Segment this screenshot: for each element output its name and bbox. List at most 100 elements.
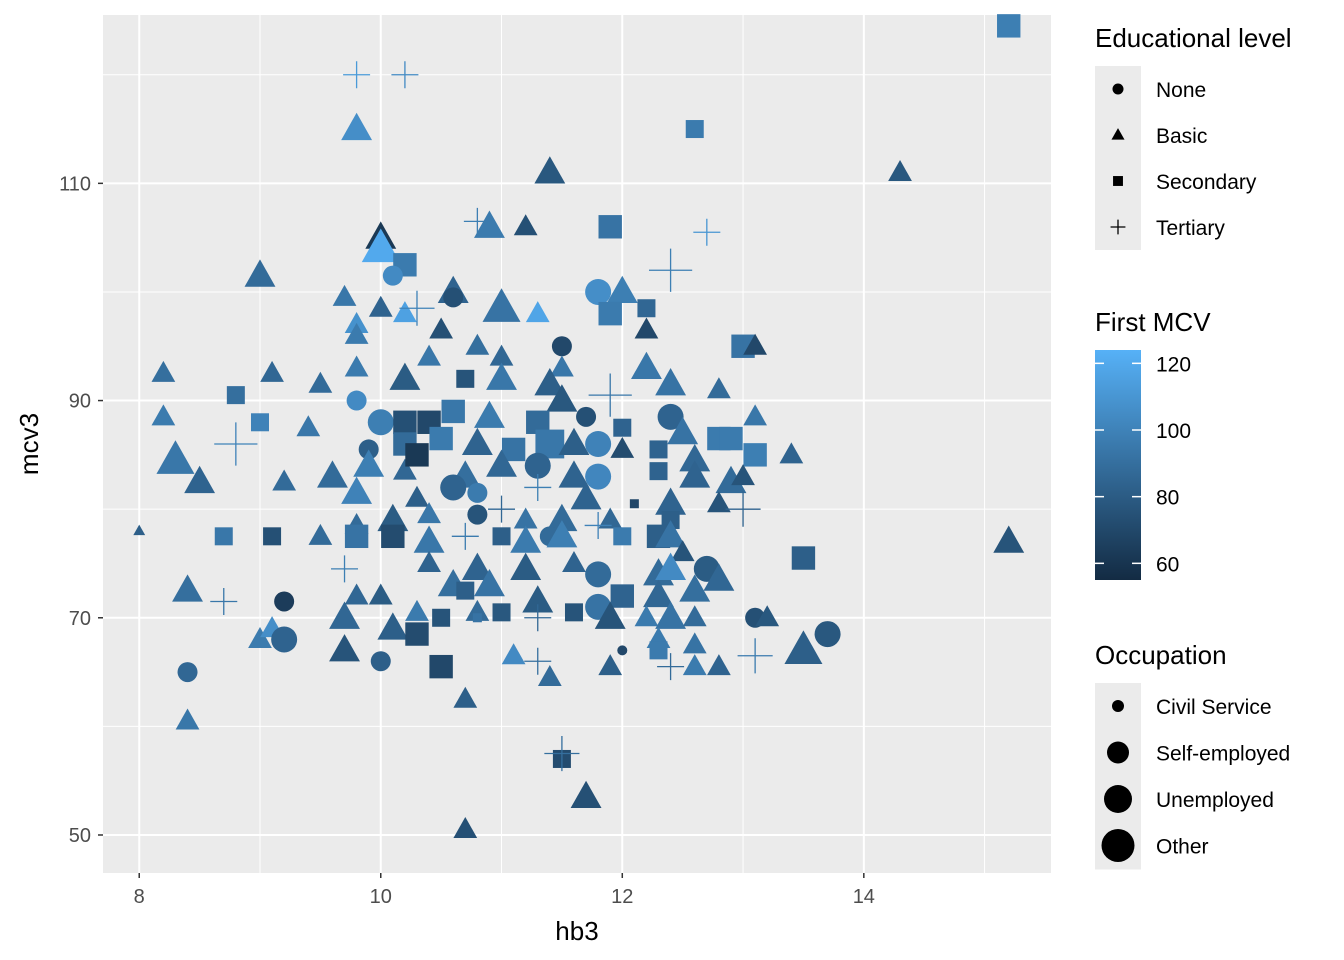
data-point	[655, 368, 687, 396]
data-point	[584, 511, 612, 539]
data-point	[737, 638, 773, 674]
data-point	[524, 452, 551, 479]
data-point	[331, 555, 359, 583]
data-point	[429, 317, 454, 339]
legend-educational-level: Educational level None Basic Secondary Tert…	[1095, 23, 1292, 250]
legend-key-square	[1113, 176, 1123, 186]
data-point	[260, 360, 284, 382]
x-tick-label: 8	[134, 886, 145, 908]
data-point	[510, 525, 542, 553]
data-point	[358, 439, 379, 460]
color-bar-label: 100	[1156, 420, 1191, 443]
data-point	[377, 612, 409, 640]
data-point	[456, 369, 475, 388]
data-point	[344, 322, 369, 344]
data-point	[456, 581, 475, 600]
data-point	[513, 214, 538, 236]
data-point	[405, 622, 429, 646]
data-point	[172, 574, 203, 602]
data-point	[588, 373, 632, 417]
data-point	[526, 410, 550, 434]
x-tick-label: 12	[611, 886, 633, 908]
data-point	[524, 473, 552, 501]
data-point	[637, 299, 656, 318]
legend-key-circle	[1112, 83, 1124, 95]
data-point	[453, 686, 478, 708]
data-point	[214, 422, 258, 466]
legend-label-occupation: Other	[1156, 836, 1209, 859]
color-bar-label: 60	[1156, 553, 1179, 576]
data-point	[631, 351, 662, 380]
legend-key-circle	[1112, 700, 1124, 712]
data-point	[274, 591, 295, 612]
data-point	[467, 482, 488, 503]
data-point	[441, 399, 465, 424]
data-point	[634, 317, 659, 339]
data-point	[715, 465, 747, 494]
data-point	[429, 654, 453, 679]
data-point	[888, 159, 912, 181]
y-axis-title: mcv3	[14, 413, 44, 475]
data-point	[329, 601, 360, 629]
data-point	[524, 647, 552, 675]
data-point	[682, 632, 707, 654]
legend-key-circle	[1101, 829, 1135, 862]
data-point	[461, 552, 493, 580]
data-point	[482, 288, 521, 322]
data-point	[413, 525, 445, 553]
data-point	[296, 415, 321, 437]
data-point	[784, 630, 823, 664]
data-point	[214, 527, 233, 546]
data-point	[465, 333, 490, 355]
color-bar	[1095, 350, 1141, 580]
data-point	[184, 465, 216, 494]
legend-first-mcv: First MCV 60 80 100 120	[1095, 307, 1211, 580]
data-point	[263, 527, 282, 546]
data-point	[679, 460, 711, 488]
data-point	[492, 603, 511, 622]
y-tick-label: 110	[59, 173, 91, 195]
data-point	[598, 215, 622, 239]
data-point	[417, 550, 441, 572]
data-point	[377, 503, 409, 532]
data-point	[779, 442, 804, 464]
data-point	[501, 437, 526, 462]
legend-label-occupation: Unemployed	[1156, 789, 1274, 812]
data-point	[643, 579, 674, 608]
data-point	[755, 605, 780, 627]
data-point	[472, 613, 482, 623]
data-point	[344, 355, 369, 377]
data-point	[382, 265, 403, 286]
data-point	[743, 443, 767, 467]
legend-key-circle	[1104, 785, 1132, 813]
legend-label-educational-level: Basic	[1156, 125, 1207, 148]
data-point	[707, 377, 731, 399]
data-point	[272, 469, 297, 491]
data-point	[610, 584, 634, 608]
data-point	[248, 626, 272, 648]
data-point	[814, 621, 841, 648]
data-point	[558, 427, 590, 456]
data-point	[405, 485, 429, 507]
data-point	[558, 460, 590, 488]
legend-occupation: Occupation Civil Service Self-employed Une…	[1095, 640, 1290, 870]
data-point	[731, 464, 755, 486]
data-point	[344, 312, 369, 334]
data-point	[501, 643, 526, 665]
data-point	[570, 780, 602, 809]
data-point	[617, 645, 628, 656]
data-point	[432, 608, 451, 627]
data-point	[546, 384, 578, 412]
data-point	[655, 601, 687, 629]
data-point	[534, 368, 566, 396]
data-point	[719, 426, 743, 451]
data-point	[576, 406, 597, 427]
data-point	[467, 504, 488, 525]
legend-label-occupation: Civil Service	[1156, 696, 1272, 719]
data-point	[393, 301, 417, 323]
y-tick-label: 90	[69, 391, 91, 413]
data-point	[613, 418, 632, 437]
data-point	[679, 444, 711, 472]
data-point	[693, 218, 721, 246]
